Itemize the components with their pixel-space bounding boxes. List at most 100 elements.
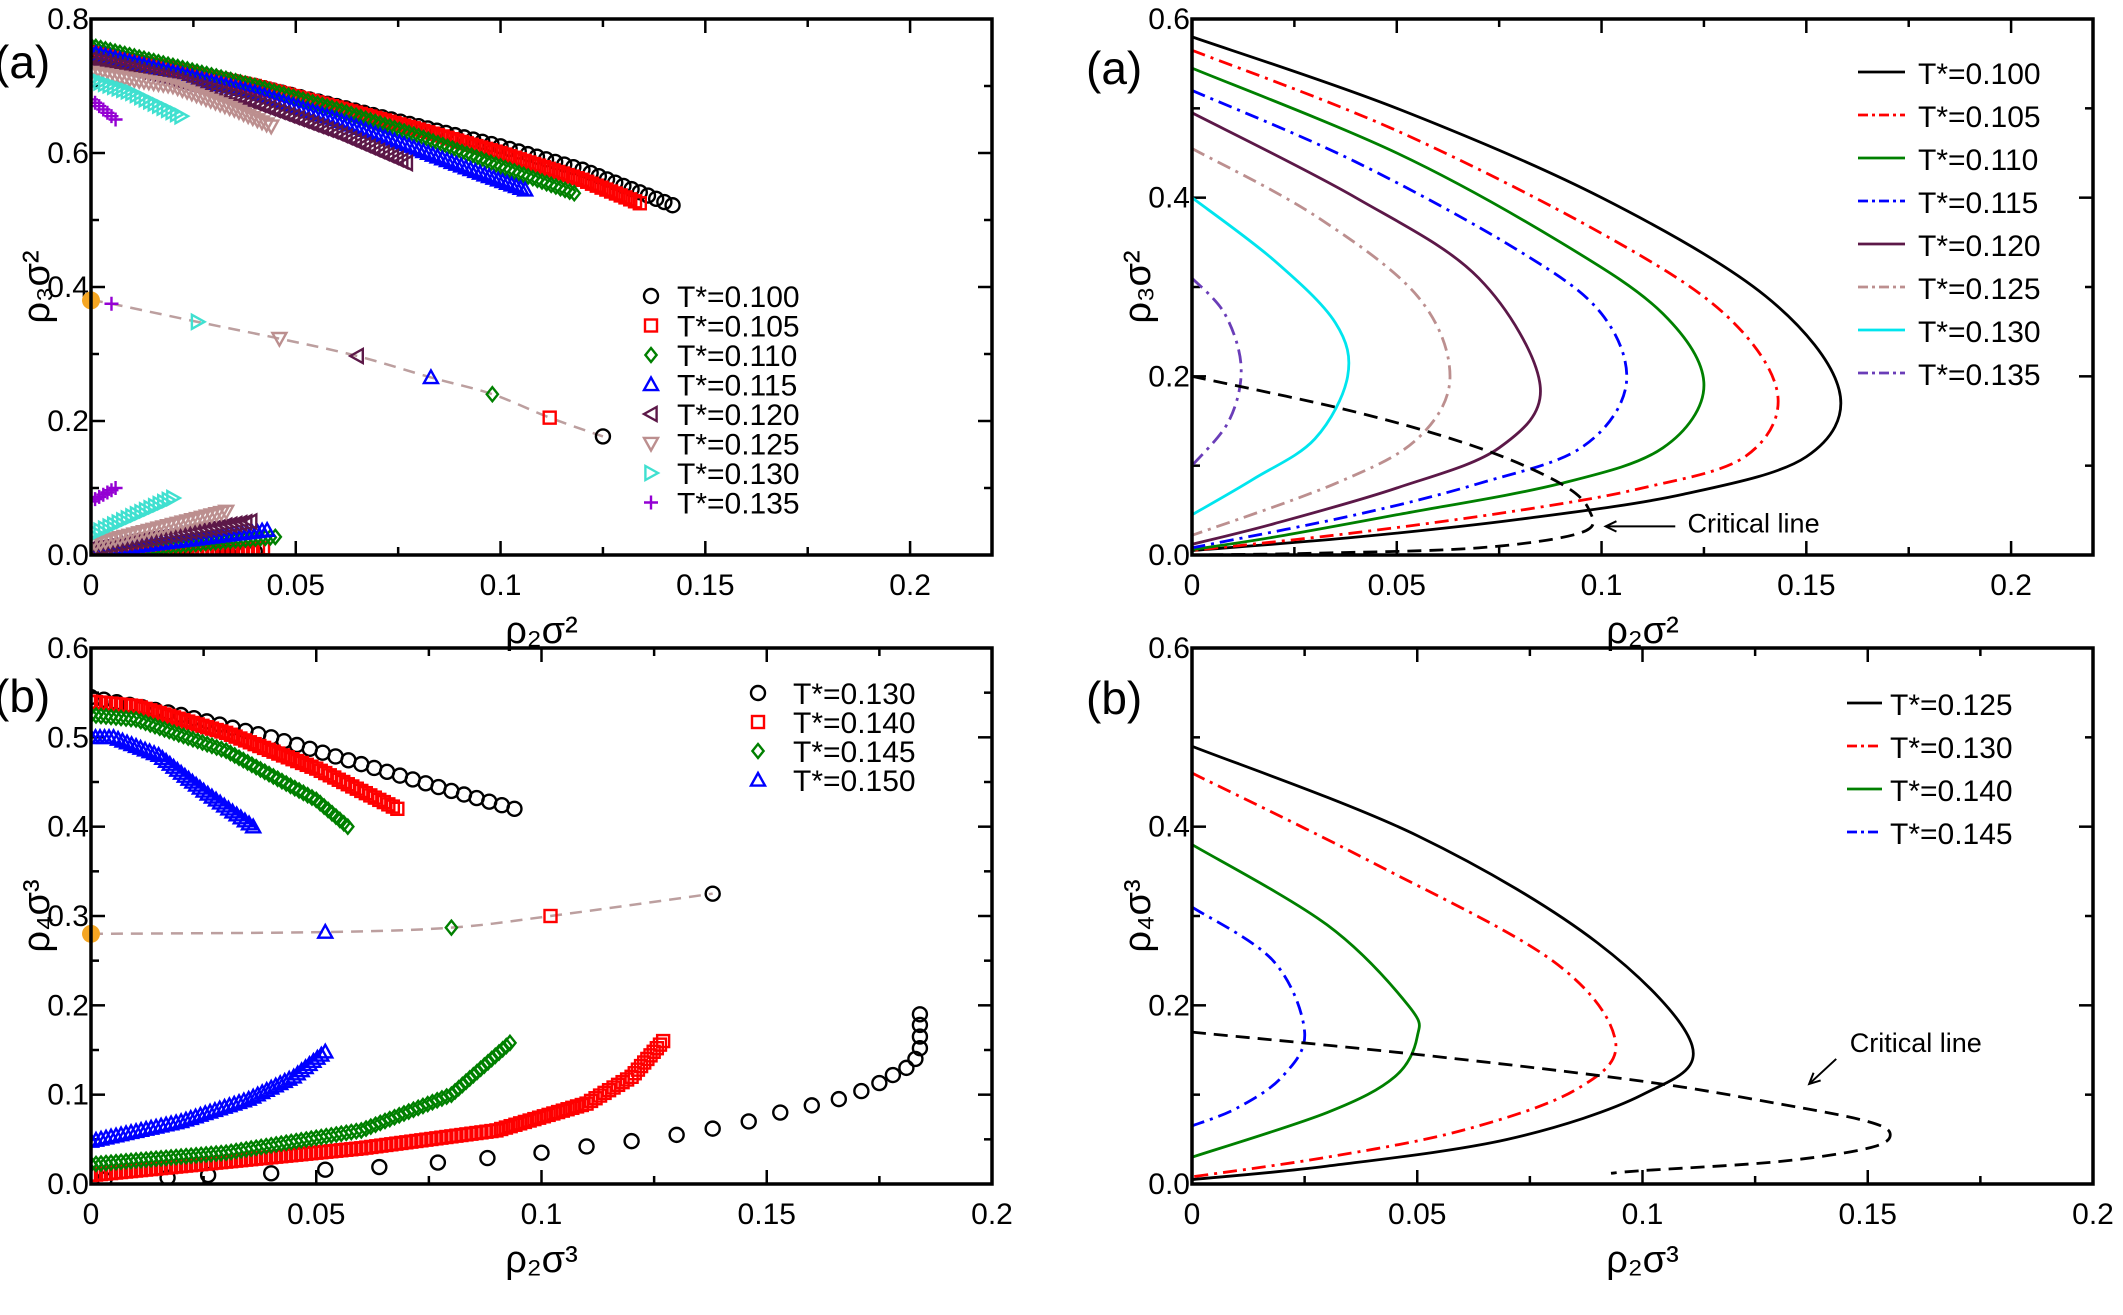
data-point-low-density: [198, 1145, 214, 1164]
data-point-low-density: [772, 1104, 789, 1121]
data-point-high-density: [493, 172, 512, 189]
critical-point: [704, 885, 721, 902]
data-point-high-density: [187, 775, 206, 792]
data-point-high-density: [113, 731, 132, 748]
y-tick-label: 0.2: [1148, 360, 1190, 393]
x-tick-label: 0: [83, 569, 100, 602]
data-point-high-density: [228, 729, 243, 744]
data-point-low-density: [178, 1147, 194, 1166]
curve-T*=0.130: [1192, 771, 1618, 1179]
data-point-high-density: [324, 99, 340, 117]
data-point-high-density: [608, 186, 624, 201]
data-point-high-density: [372, 792, 387, 808]
data-point-low-density: [541, 1107, 556, 1123]
data-point-high-density: [632, 196, 647, 211]
data-point-high-density: [204, 721, 220, 736]
legend-marker: [641, 404, 658, 424]
x-tick-label: 0.15: [738, 1198, 796, 1231]
data-point-low-density: [911, 1040, 929, 1057]
legend-marker: [643, 318, 659, 333]
legend-label: T*=0.130: [793, 678, 916, 711]
data-point-high-density: [584, 176, 600, 191]
y-tick-label: 0.8: [47, 3, 89, 36]
data-point-low-density: [263, 1165, 280, 1182]
data-point-high-density: [164, 757, 183, 774]
data-point-low-density: [655, 1033, 671, 1049]
data-point-high-density: [223, 727, 239, 742]
data-point-high-density: [237, 733, 253, 748]
legend-label: T*=0.140: [793, 707, 916, 740]
x-tick-label: 0.1: [1622, 1198, 1664, 1231]
data-point-low-density: [498, 1120, 514, 1135]
data-point-high-density: [91, 727, 101, 745]
data-point-high-density: [218, 725, 234, 741]
legend-label: T*=0.125: [1890, 689, 2013, 722]
critical-point: [444, 918, 459, 937]
data-point-low-density: [163, 1148, 179, 1167]
legend-marker: [750, 714, 766, 730]
data-point-low-density: [508, 1117, 523, 1132]
data-point-high-density: [354, 783, 369, 799]
data-point-low-density: [138, 1150, 154, 1169]
y-tick-label: 0.0: [47, 1168, 89, 1201]
data-point-high-density: [580, 174, 595, 189]
data-point-low-density: [93, 1154, 109, 1173]
data-point-low-density: [173, 1147, 189, 1166]
series-T*=0.130: [91, 688, 929, 1184]
plot-area: [1192, 35, 1843, 555]
data-point-high-density: [340, 777, 355, 792]
data-point-low-density: [502, 1033, 518, 1052]
data-point-high-density: [647, 190, 665, 208]
y-tick-label: 0.0: [1148, 1168, 1190, 1201]
data-point-high-density: [131, 738, 150, 755]
y-axis-label: ρ₃σ²: [1117, 250, 1159, 323]
y-axis-label: ρ₄σ³: [16, 879, 58, 952]
legend-marker: [644, 463, 661, 483]
data-point-high-density: [627, 194, 643, 209]
data-point-high-density: [104, 727, 123, 745]
data-point-high-density: [166, 710, 182, 725]
data-point-low-density: [123, 1151, 139, 1170]
legend-label: T*=0.130: [1890, 732, 2013, 765]
x-tick-label: 0.2: [2072, 1198, 2114, 1231]
critical-point-line: [91, 299, 604, 438]
data-point-high-density: [304, 759, 319, 774]
data-point-low-density: [108, 481, 123, 495]
data-point-high-density: [322, 768, 337, 783]
data-point-high-density: [160, 754, 179, 771]
plot-frame: [1190, 17, 2095, 557]
legend-label: T*=0.120: [1918, 230, 2041, 263]
x-axis-label: ρ₂σ³: [505, 1239, 577, 1281]
data-point-low-density: [148, 1149, 164, 1168]
legend-marker: [642, 287, 660, 305]
data-point-low-density: [143, 1150, 159, 1169]
data-point-high-density: [385, 799, 401, 814]
data-point-high-density: [176, 712, 191, 728]
data-point-high-density: [294, 755, 310, 771]
data-point-high-density: [639, 187, 657, 204]
y-tick-label: 0.6: [1148, 632, 1190, 665]
data-point-low-density: [317, 1161, 334, 1178]
panel-label: (a): [0, 36, 50, 88]
panel-label: (b): [0, 670, 50, 722]
curve-T*=0.145: [1192, 905, 1307, 1128]
data-point-high-density: [123, 710, 139, 728]
legend-marker: [641, 375, 661, 392]
data-point-high-density: [233, 731, 248, 746]
legend-label: T*=0.120: [677, 399, 800, 432]
data-point-low-density: [517, 1114, 533, 1130]
plot-frame: [89, 17, 994, 557]
data-point-low-density: [91, 1155, 99, 1174]
arrowhead-icon: [1807, 1072, 1821, 1086]
data-point-high-density: [98, 707, 114, 726]
data-point-low-density: [565, 1100, 580, 1116]
data-point-low-density: [316, 1042, 335, 1059]
y-tick-label: 0.4: [47, 271, 89, 304]
data-point-high-density: [594, 180, 609, 195]
series-T*=0.130: [91, 72, 191, 541]
x-tick-label: 0.05: [267, 569, 325, 602]
critical-point: [316, 922, 335, 939]
critical-line-annotation: Critical line: [1688, 509, 1820, 539]
data-point-low-density: [214, 1144, 229, 1163]
data-point-high-density: [157, 751, 176, 768]
